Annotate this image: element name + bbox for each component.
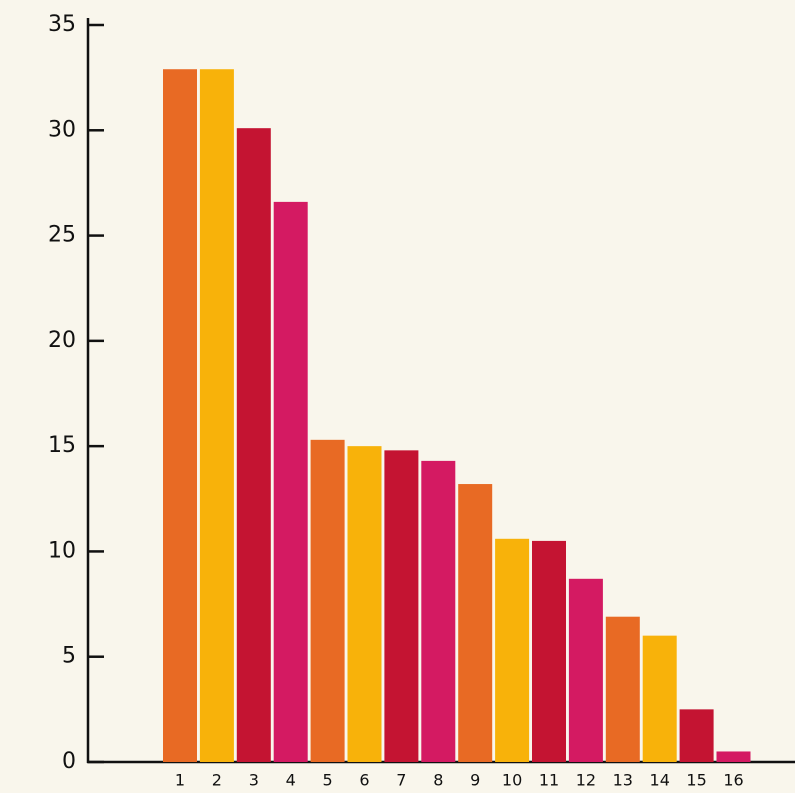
bar xyxy=(347,446,382,762)
x-tick-label: 8 xyxy=(433,771,443,790)
bar xyxy=(679,709,714,762)
bar xyxy=(236,128,271,762)
bar xyxy=(273,201,308,762)
bar xyxy=(495,538,530,762)
x-tick-label: 14 xyxy=(650,771,670,790)
x-tick-label: 16 xyxy=(723,771,743,790)
x-tick-label: 6 xyxy=(359,771,369,790)
bar xyxy=(532,540,566,762)
bar xyxy=(384,450,419,762)
x-tick-label: 12 xyxy=(576,771,596,790)
x-tick-label: 10 xyxy=(502,771,522,790)
x-tick-label: 9 xyxy=(470,771,480,790)
x-tick-label: 4 xyxy=(286,771,296,790)
y-tick-label: 20 xyxy=(48,328,76,353)
x-tick-label: 13 xyxy=(613,771,633,790)
y-tick-label: 25 xyxy=(48,223,76,248)
x-tick-label: 2 xyxy=(212,771,222,790)
x-tick-label: 11 xyxy=(539,771,559,790)
bar xyxy=(310,439,345,762)
bar xyxy=(642,635,677,762)
bar xyxy=(199,69,234,763)
x-tick-label: 3 xyxy=(249,771,259,790)
bar xyxy=(605,616,640,762)
y-tick-label: 35 xyxy=(48,12,76,37)
bar xyxy=(716,751,751,762)
x-tick-label: 15 xyxy=(686,771,706,790)
bar xyxy=(421,460,456,762)
bar xyxy=(568,578,603,762)
bar xyxy=(458,484,493,762)
x-tick-label: 7 xyxy=(396,771,406,790)
bar xyxy=(163,69,197,763)
x-tick-label: 5 xyxy=(323,771,333,790)
y-tick-label: 10 xyxy=(48,538,76,563)
y-tick-label: 5 xyxy=(62,644,76,669)
y-tick-label: 15 xyxy=(48,433,76,458)
y-tick-label: 30 xyxy=(48,117,76,142)
x-tick-label: 1 xyxy=(175,771,185,790)
y-tick-label: 0 xyxy=(62,749,76,774)
